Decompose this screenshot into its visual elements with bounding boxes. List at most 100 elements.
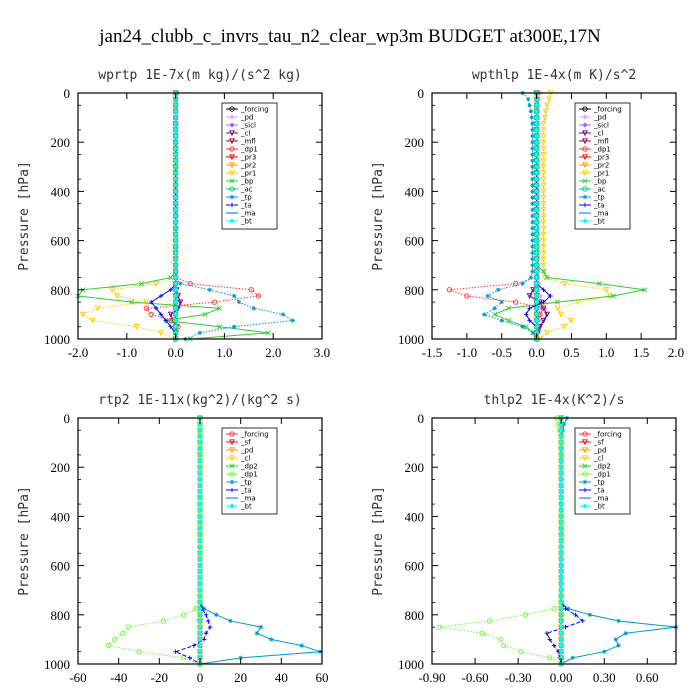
data-point [533,231,540,238]
legend-label: _dp1 [593,146,611,154]
data-point [172,127,179,133]
legend-label: _cl [593,455,603,463]
data-point [558,464,564,470]
legend-label: _dp1 [240,471,258,479]
data-point [533,121,540,127]
legend-marker [582,463,588,469]
data-point [187,655,193,661]
x-tick-label: -0.30 [505,670,532,685]
data-point [136,649,142,655]
data-point [558,446,564,452]
data-point [596,281,602,287]
data-point [558,569,564,575]
data-point [558,581,564,587]
data-point [79,311,86,318]
data-point [254,631,260,636]
data-point [172,188,179,195]
legend-marker [582,471,588,477]
data-point [533,170,540,176]
y-tick-label: 1000 [44,657,70,672]
y-tick-label: 800 [405,608,425,623]
legend-marker [229,106,235,112]
data-point [172,287,179,293]
data-point [178,281,183,286]
plot-frame [431,92,677,340]
data-point [248,287,254,293]
data-point [214,612,219,617]
data-point [533,207,540,213]
data-point [197,636,203,643]
legend-entry: _forcing [226,106,269,114]
legend-entry: _pd [226,447,253,455]
data-point [207,287,212,292]
data-point [522,612,528,618]
data-point [554,305,561,312]
data-point [530,213,535,219]
y-axis-label: Pressure [hPa] [17,486,32,596]
data-point [197,476,203,483]
data-point [540,139,547,146]
data-point [558,507,564,513]
data-point [533,299,540,305]
data-point [172,324,179,330]
data-point [623,631,628,636]
data-point [197,489,203,495]
y-tick-label: 0 [64,86,71,101]
legend-marker [582,439,588,446]
data-point [211,299,218,305]
data-point [197,569,203,575]
data-point [540,121,547,127]
data-point [558,630,564,636]
legend-marker [229,130,235,137]
data-point [464,293,470,299]
legend-marker [229,487,235,493]
legend-entry: _dp1 [226,146,258,154]
data-point [197,501,203,507]
data-point [197,458,203,464]
y-tick-label: 800 [405,283,425,298]
data-point [203,612,209,617]
legend-label: _ta [240,202,252,210]
data-point [558,599,564,606]
legend-marker [229,218,235,224]
legend-entry: _bt [226,218,252,226]
data-point [575,299,582,306]
data-point [610,293,616,299]
data-point [551,643,557,648]
legend-entry: _pd [226,114,253,122]
data-point [172,244,179,250]
data-point [542,114,548,121]
data-point [533,145,540,151]
data-point [603,287,610,294]
data-point [558,526,564,532]
data-point [540,207,547,214]
x-tick-label: 1.5 [633,345,649,360]
data-point [172,151,179,158]
data-point [197,630,203,636]
data-point [533,237,540,244]
data-point [642,287,648,293]
data-point [251,306,256,311]
data-point [570,655,575,661]
data-point [616,618,621,624]
data-point [197,556,203,563]
data-point [111,636,118,643]
legend-label: _ta [240,487,252,495]
legend-entry: _pd [579,447,606,455]
data-point [558,311,564,318]
data-point [501,642,507,649]
data-point [540,317,547,324]
legend-label: _forcing [240,106,269,114]
y-tick-label: 800 [51,608,71,623]
data-point [558,427,564,433]
data-point [520,281,525,286]
y-axis-label: Pressure [hPa] [371,161,386,271]
data-point [527,306,532,311]
data-point [197,427,203,433]
data-point [573,612,578,617]
x-tick-label: -60 [69,670,86,685]
data-point [172,114,179,121]
data-point [558,624,564,630]
data-point [530,244,535,249]
legend-entry: _ac [579,186,606,194]
